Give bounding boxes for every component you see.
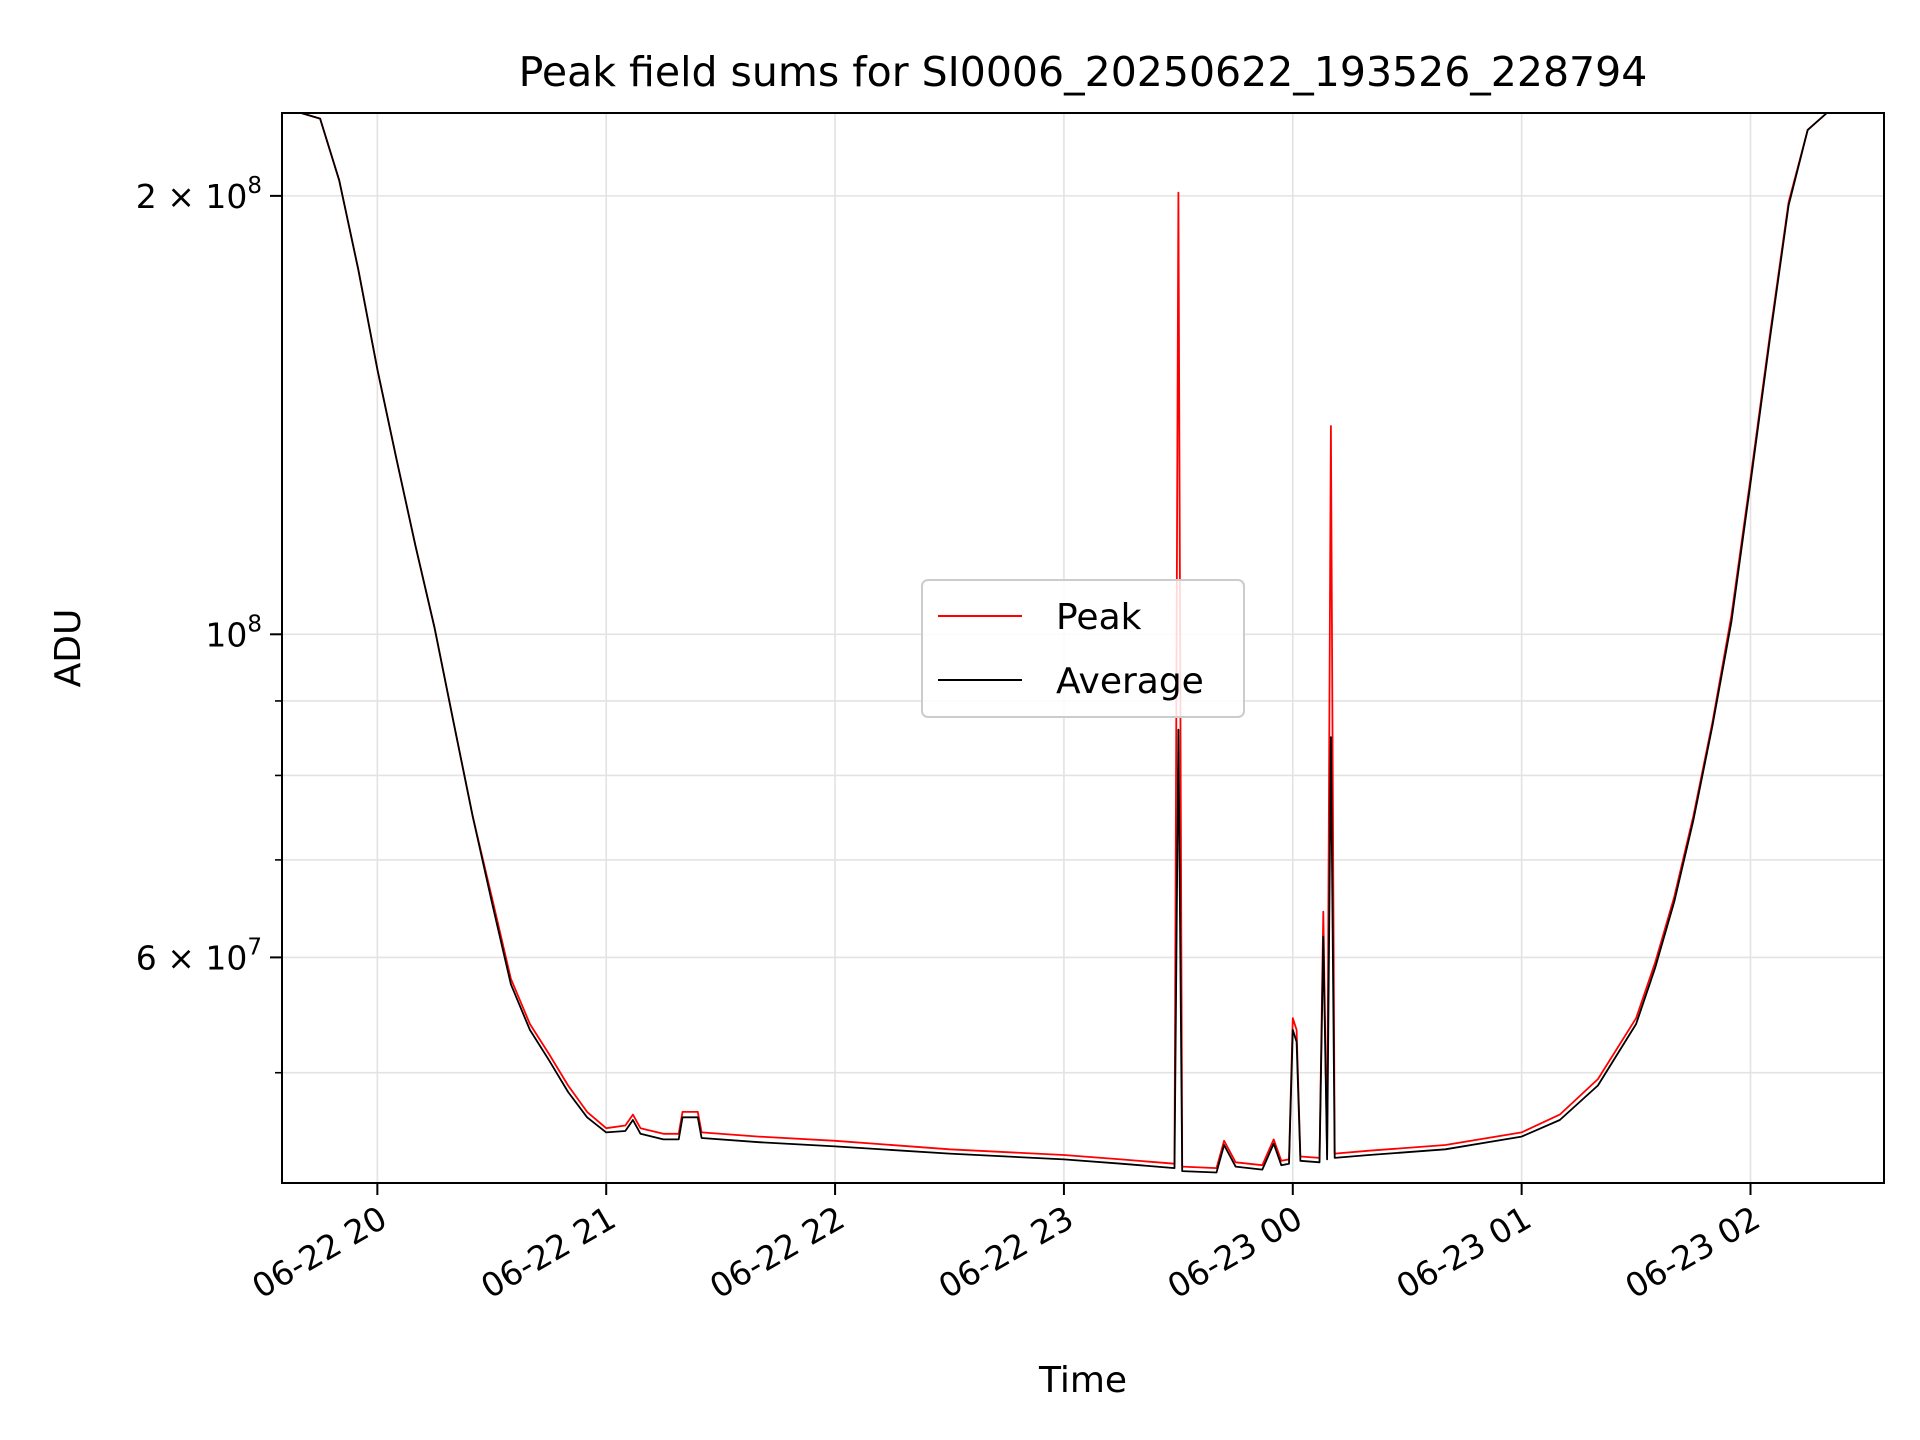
y-tick-base: 10 — [205, 938, 247, 977]
legend-label-average: Average — [1056, 661, 1204, 702]
y-tick-mantissa: 2 × — [136, 177, 206, 216]
y-tick-exponent: 8 — [247, 173, 262, 199]
y-tick-label: 2 × 108 — [136, 173, 262, 216]
y-axis-label: ADU — [48, 609, 89, 688]
y-tick-exponent: 8 — [247, 611, 262, 637]
legend: Peak Average — [921, 579, 1245, 718]
chart-title: Peak field sums for SI0006_20250622_1935… — [519, 48, 1648, 96]
y-tick-mantissa: 6 × — [136, 938, 206, 977]
legend-label-peak: Peak — [1056, 597, 1142, 638]
plot-frame — [281, 112, 1885, 1184]
y-tick-exponent: 7 — [247, 934, 262, 960]
grid — [282, 113, 1884, 1183]
y-tick-base: 10 — [205, 615, 247, 654]
x-axis-label: Time — [1038, 1360, 1127, 1401]
legend-box — [921, 579, 1245, 718]
y-tick-base: 10 — [205, 177, 247, 216]
series-line-average — [282, 112, 1884, 1174]
y-tick-label: 108 — [205, 611, 262, 654]
y-tick-label: 6 × 107 — [136, 934, 262, 977]
